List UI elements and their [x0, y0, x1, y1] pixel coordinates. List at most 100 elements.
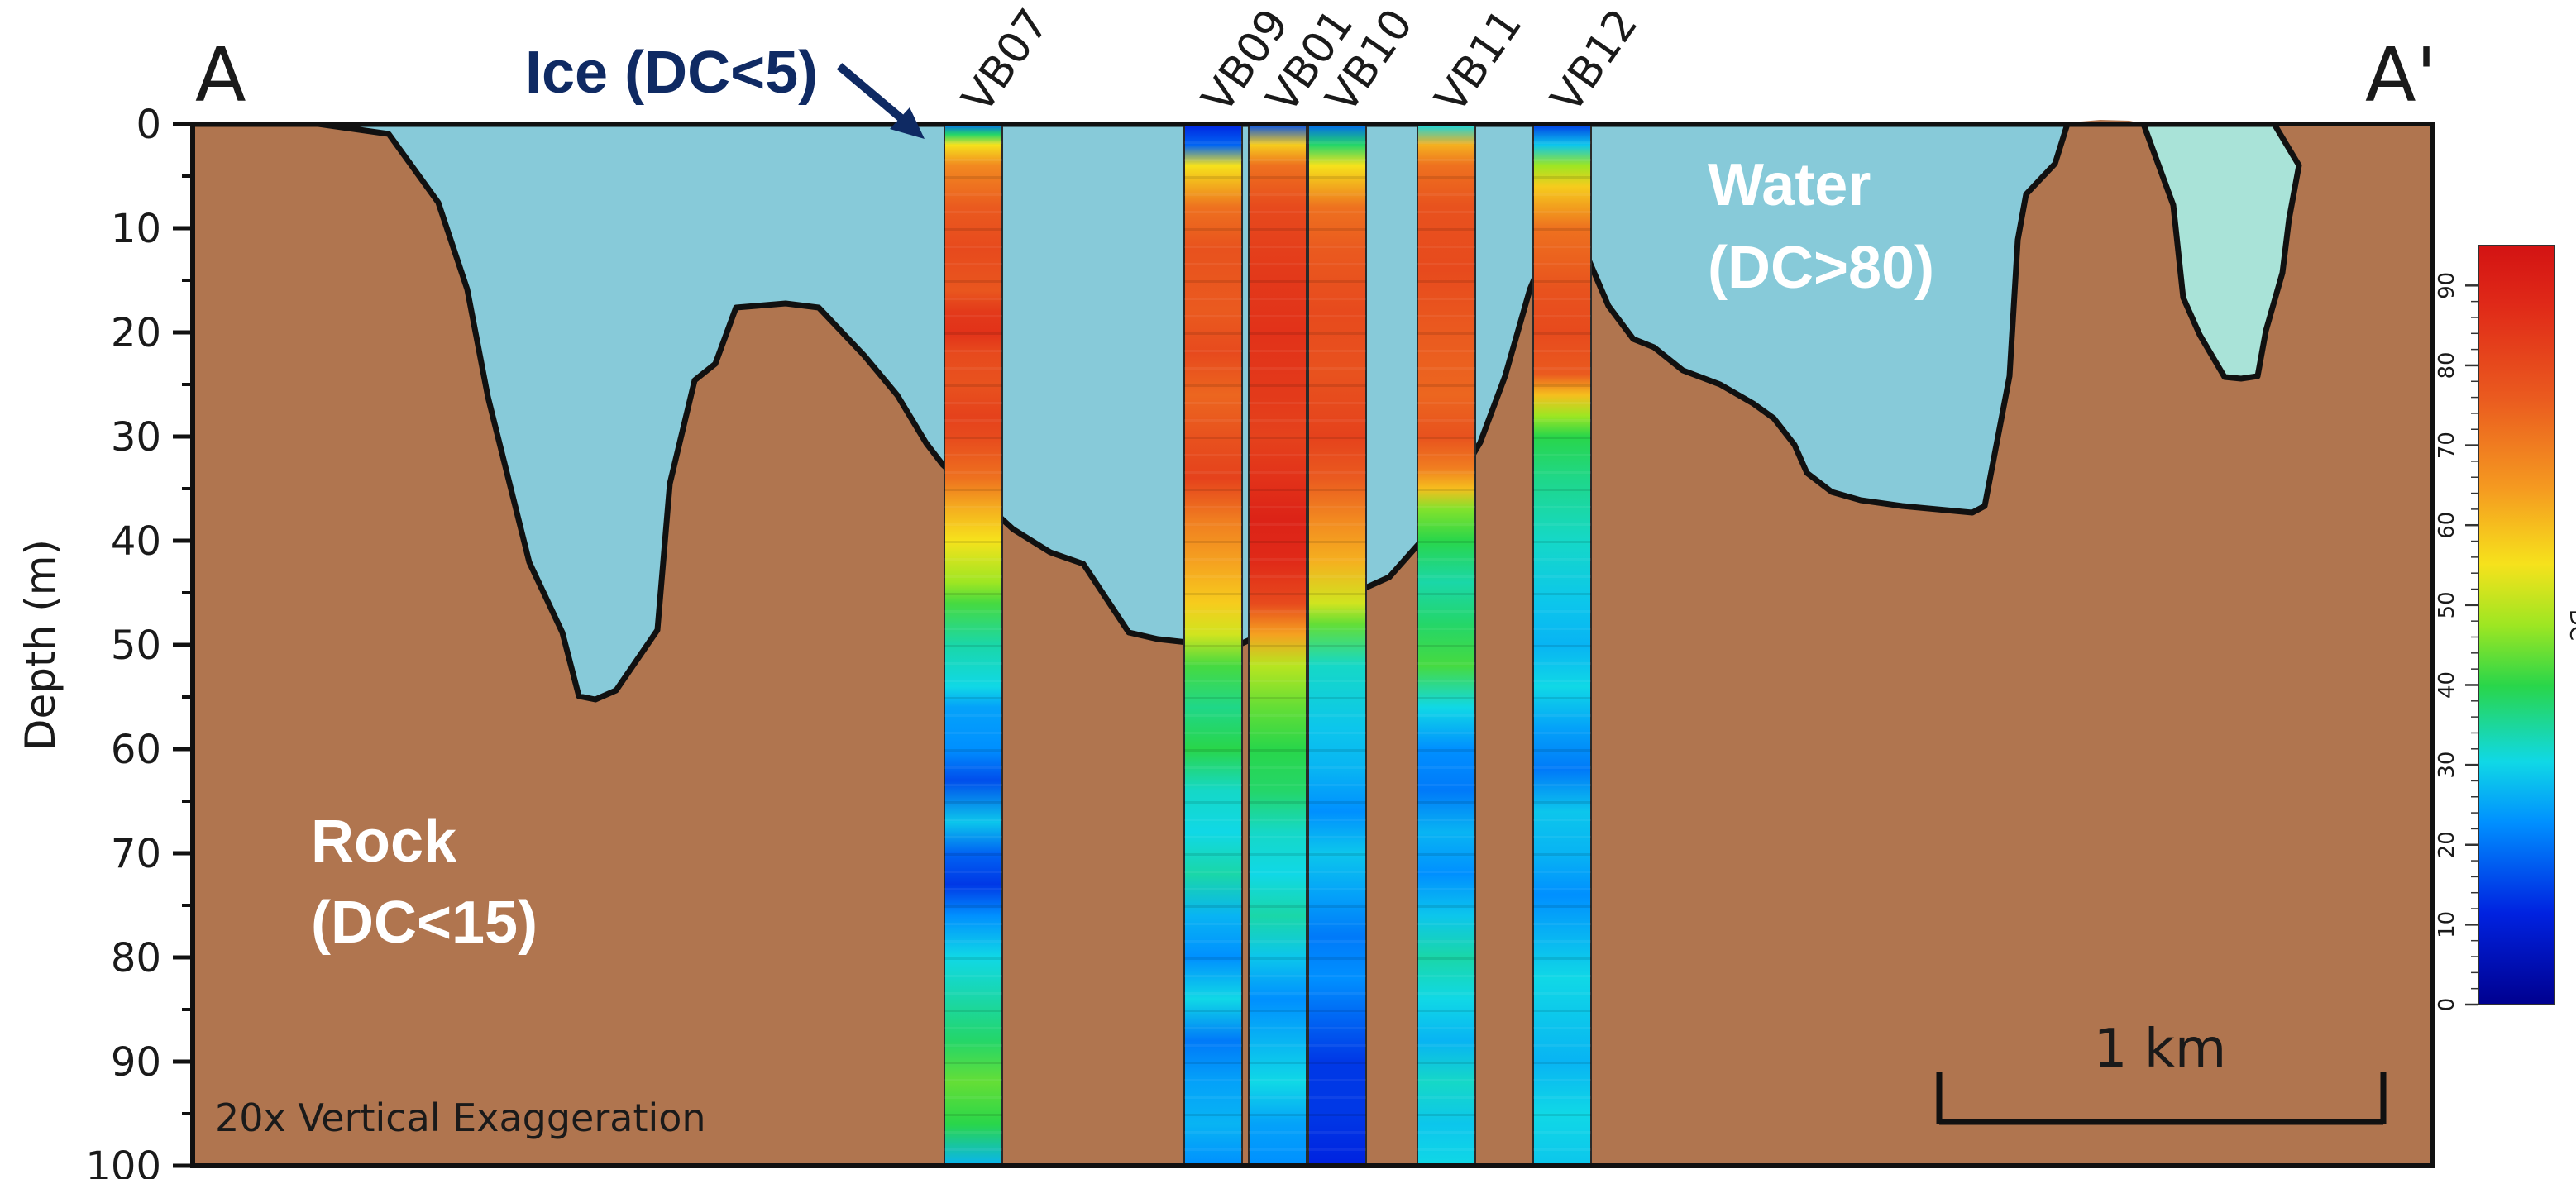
borehole-band [944, 246, 1002, 248]
borehole-band [1249, 298, 1307, 300]
borehole-band [944, 1114, 1002, 1116]
borehole-band [1417, 332, 1475, 335]
borehole-band [1249, 905, 1307, 908]
borehole-band [1417, 350, 1475, 352]
borehole-band [1184, 593, 1242, 595]
borehole-band [1184, 992, 1242, 995]
borehole-band [1184, 193, 1242, 196]
borehole-band [1249, 836, 1307, 838]
borehole-band [1249, 159, 1307, 161]
borehole-band [1417, 714, 1475, 717]
borehole-vb11: VB11 [1417, 0, 1532, 1167]
borehole-band [1417, 784, 1475, 786]
borehole-label: VB12 [1541, 0, 1647, 122]
borehole-band [1184, 801, 1242, 804]
borehole-band [1308, 662, 1366, 665]
borehole-band [1308, 645, 1366, 647]
borehole-band [1417, 211, 1475, 213]
borehole-band [1308, 575, 1366, 578]
borehole-band [1533, 680, 1591, 682]
borehole-band [1533, 1062, 1591, 1064]
section-end-label: A' [2365, 32, 2436, 119]
borehole-band [1417, 1148, 1475, 1151]
borehole-band [1533, 367, 1591, 370]
borehole-band [1308, 628, 1366, 630]
borehole-band [1308, 437, 1366, 439]
borehole-label: VB07 [953, 0, 1059, 122]
borehole-band [944, 905, 1002, 908]
borehole-band [1417, 541, 1475, 543]
borehole-band [944, 471, 1002, 474]
borehole-band [944, 853, 1002, 856]
borehole-band [1417, 680, 1475, 682]
borehole-vb07: VB07 [944, 0, 1059, 1167]
borehole-band [1308, 402, 1366, 404]
borehole-band [1308, 680, 1366, 682]
colorbar-ticks: 0 10 20 30 40 50 60 70 80 90 [2435, 272, 2478, 1011]
borehole-band [1417, 246, 1475, 248]
borehole-band [1308, 159, 1366, 161]
borehole-band [944, 523, 1002, 526]
section-start-label: A [195, 32, 246, 119]
borehole-band [944, 176, 1002, 179]
borehole-band [944, 923, 1002, 925]
borehole-band [1249, 176, 1307, 179]
vertical-exaggeration-note: 20x Vertical Exaggeration [215, 1095, 706, 1140]
borehole-band [1184, 610, 1242, 613]
colorbar-tick-label: 20 [2435, 831, 2459, 858]
borehole-band [1533, 975, 1591, 977]
borehole-band [944, 1131, 1002, 1134]
borehole-band [1308, 871, 1366, 873]
borehole-band [1184, 263, 1242, 265]
borehole-band [1249, 1010, 1307, 1012]
borehole-band [944, 1044, 1002, 1047]
borehole-band [1308, 992, 1366, 995]
borehole-band [1533, 211, 1591, 213]
borehole-band [944, 871, 1002, 873]
borehole-band [1184, 940, 1242, 943]
borehole-band [1184, 332, 1242, 335]
borehole-band [1249, 680, 1307, 682]
borehole-band [1249, 1044, 1307, 1047]
borehole-band [1308, 732, 1366, 734]
borehole-band [1184, 819, 1242, 821]
borehole-band [944, 419, 1002, 422]
borehole-band [1308, 714, 1366, 717]
borehole-band [1249, 280, 1307, 283]
borehole-band [1417, 628, 1475, 630]
borehole-band [1249, 1114, 1307, 1116]
borehole-band [1417, 141, 1475, 144]
borehole-band [1184, 280, 1242, 283]
borehole-band [1249, 1131, 1307, 1134]
borehole-band [1184, 766, 1242, 769]
borehole-band [1184, 246, 1242, 248]
borehole-band [1417, 384, 1475, 387]
borehole-band [1533, 402, 1591, 404]
borehole-band [1308, 263, 1366, 265]
borehole-band [944, 1096, 1002, 1099]
borehole-band [1533, 332, 1591, 335]
borehole-band [1533, 593, 1591, 595]
borehole-band [1249, 662, 1307, 665]
colorbar [2478, 245, 2555, 1005]
borehole-band [1308, 506, 1366, 508]
borehole-band [1308, 246, 1366, 248]
depth-tick-label: 40 [111, 518, 161, 565]
borehole-band [944, 280, 1002, 283]
borehole-band [1533, 454, 1591, 456]
borehole-band [1249, 211, 1307, 213]
borehole-band [1184, 350, 1242, 352]
borehole-band [1184, 176, 1242, 179]
borehole-band [1417, 975, 1475, 977]
borehole-band [1308, 1079, 1366, 1081]
borehole-band [944, 784, 1002, 786]
borehole-band [1249, 141, 1307, 144]
borehole-band [1533, 1096, 1591, 1099]
borehole-band [1249, 853, 1307, 856]
borehole-band [944, 680, 1002, 682]
borehole-band [1533, 141, 1591, 144]
borehole-band [1249, 1096, 1307, 1099]
borehole-band [1184, 315, 1242, 317]
borehole-band [1308, 1114, 1366, 1116]
scale-bar-label: 1 km [2094, 1019, 2226, 1080]
